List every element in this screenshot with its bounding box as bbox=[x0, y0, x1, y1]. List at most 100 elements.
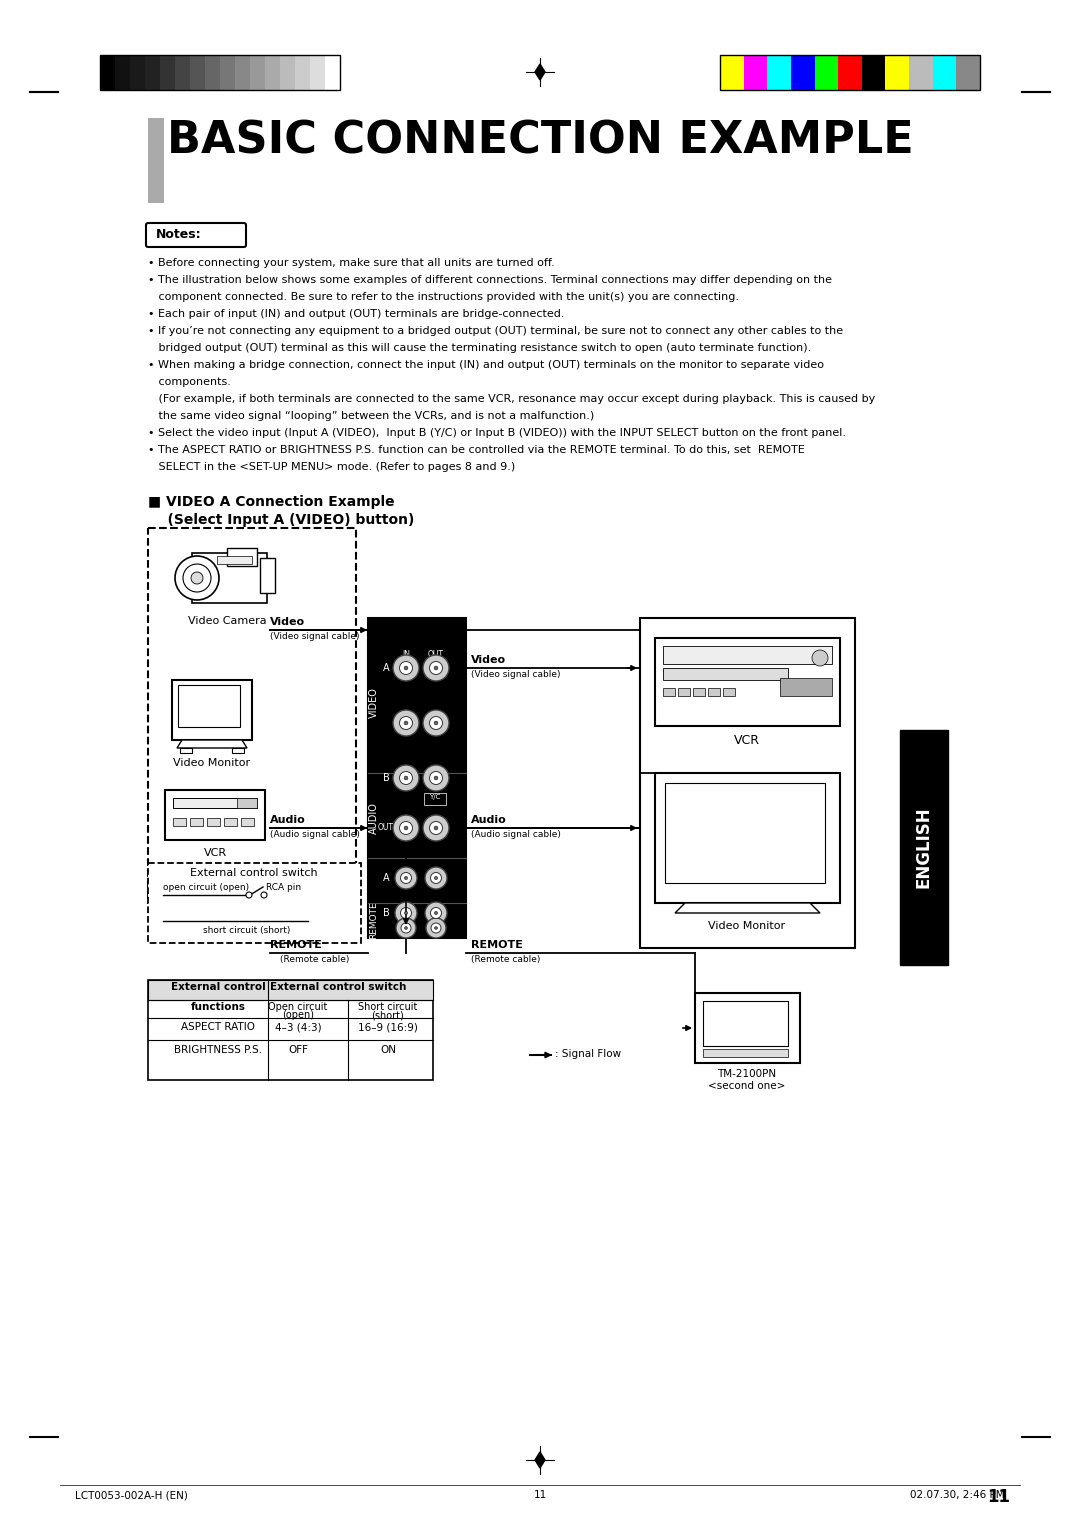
Circle shape bbox=[434, 667, 438, 670]
Circle shape bbox=[396, 917, 416, 937]
Circle shape bbox=[426, 867, 447, 888]
Text: 16–9 (16:9): 16–9 (16:9) bbox=[359, 1021, 418, 1032]
Circle shape bbox=[426, 902, 447, 924]
Text: Short circuit: Short circuit bbox=[359, 1001, 418, 1012]
Bar bbox=[933, 55, 957, 90]
Text: : Signal Flow: : Signal Flow bbox=[555, 1049, 621, 1060]
Bar bbox=[207, 818, 220, 826]
Bar bbox=[723, 688, 735, 696]
Bar bbox=[249, 55, 265, 90]
Text: REMOTE: REMOTE bbox=[369, 901, 378, 939]
Circle shape bbox=[434, 777, 438, 780]
Text: External control switch: External control switch bbox=[270, 982, 406, 992]
Circle shape bbox=[400, 717, 413, 729]
Circle shape bbox=[404, 876, 407, 879]
Text: Audio: Audio bbox=[270, 815, 306, 826]
Bar bbox=[295, 55, 310, 90]
Text: • If you’re not connecting any equipment to a bridged output (OUT) terminal, be : • If you’re not connecting any equipment… bbox=[148, 326, 843, 336]
Bar bbox=[909, 55, 933, 90]
Text: 02.07.30, 2:46 PM: 02.07.30, 2:46 PM bbox=[910, 1489, 1005, 1500]
Text: External control switch: External control switch bbox=[190, 868, 318, 878]
Bar bbox=[708, 688, 720, 696]
Circle shape bbox=[404, 777, 408, 780]
Bar bbox=[175, 55, 190, 90]
Bar bbox=[696, 992, 800, 1063]
Text: 11: 11 bbox=[534, 1489, 546, 1500]
Circle shape bbox=[430, 821, 443, 835]
Bar bbox=[148, 980, 433, 1079]
Bar bbox=[178, 685, 240, 726]
Circle shape bbox=[426, 917, 446, 937]
Bar bbox=[744, 55, 767, 90]
Bar bbox=[862, 55, 886, 90]
Text: B: B bbox=[382, 908, 390, 917]
Bar bbox=[160, 55, 175, 90]
Circle shape bbox=[431, 908, 442, 919]
Circle shape bbox=[812, 650, 828, 667]
Text: the same video signal “looping” between the VCRs, and is not a malfunction.): the same video signal “looping” between … bbox=[148, 411, 594, 420]
Polygon shape bbox=[535, 1453, 545, 1468]
Text: Video Camera: Video Camera bbox=[188, 616, 267, 625]
Circle shape bbox=[401, 873, 411, 884]
Bar bbox=[220, 55, 235, 90]
Text: • Before connecting your system, make sure that all units are turned off.: • Before connecting your system, make su… bbox=[148, 258, 555, 268]
Text: component connected. Be sure to refer to the instructions provided with the unit: component connected. Be sure to refer to… bbox=[148, 292, 739, 303]
Text: OFF: OFF bbox=[288, 1044, 308, 1055]
Text: (short): (short) bbox=[372, 1011, 404, 1020]
Bar bbox=[886, 55, 909, 90]
Circle shape bbox=[405, 927, 407, 930]
Bar bbox=[173, 798, 257, 807]
Bar bbox=[148, 862, 361, 943]
Bar bbox=[654, 774, 840, 904]
Polygon shape bbox=[177, 740, 247, 748]
Bar bbox=[720, 55, 980, 90]
Bar bbox=[130, 55, 145, 90]
Bar bbox=[280, 55, 295, 90]
Bar bbox=[663, 688, 675, 696]
Bar bbox=[265, 55, 280, 90]
Bar bbox=[640, 618, 855, 948]
Text: REMOTE: REMOTE bbox=[471, 940, 523, 950]
Text: B: B bbox=[382, 774, 390, 783]
Text: Video Monitor: Video Monitor bbox=[174, 758, 251, 768]
Bar bbox=[678, 688, 690, 696]
Bar bbox=[791, 55, 814, 90]
Text: (Audio signal cable): (Audio signal cable) bbox=[471, 830, 561, 839]
Bar bbox=[665, 783, 825, 884]
Text: • Each pair of input (IN) and output (OUT) terminals are bridge-connected.: • Each pair of input (IN) and output (OU… bbox=[148, 309, 565, 320]
Circle shape bbox=[434, 722, 438, 725]
Circle shape bbox=[434, 911, 437, 914]
Text: LCT0053-002A-H (EN): LCT0053-002A-H (EN) bbox=[75, 1489, 188, 1500]
Bar bbox=[237, 798, 257, 807]
Circle shape bbox=[404, 722, 408, 725]
Text: OUT: OUT bbox=[378, 824, 394, 832]
Bar bbox=[227, 547, 257, 566]
Text: • Select the video input (Input A (VIDEO),  Input B (Y/C) or Input B (VIDEO)) wi: • Select the video input (Input A (VIDEO… bbox=[148, 428, 846, 437]
Bar bbox=[424, 794, 446, 804]
Circle shape bbox=[434, 927, 437, 930]
Bar bbox=[767, 55, 791, 90]
Text: BASIC CONNECTION EXAMPLE: BASIC CONNECTION EXAMPLE bbox=[167, 119, 914, 164]
Circle shape bbox=[423, 709, 449, 735]
Bar bbox=[148, 118, 164, 203]
Bar bbox=[310, 55, 325, 90]
Bar bbox=[148, 980, 433, 1000]
Bar bbox=[148, 528, 356, 904]
Circle shape bbox=[423, 654, 449, 680]
Text: TM-2100PN: TM-2100PN bbox=[717, 1069, 777, 1079]
Text: REMOTE: REMOTE bbox=[270, 940, 322, 950]
Bar bbox=[900, 729, 948, 965]
Bar bbox=[663, 645, 832, 664]
Bar bbox=[190, 55, 205, 90]
Text: OUT: OUT bbox=[428, 650, 444, 659]
Bar bbox=[703, 1001, 788, 1046]
Bar bbox=[165, 790, 265, 839]
Circle shape bbox=[393, 654, 419, 680]
Text: Notes:: Notes: bbox=[156, 228, 202, 242]
Polygon shape bbox=[675, 904, 820, 913]
Circle shape bbox=[431, 924, 441, 933]
Circle shape bbox=[401, 924, 411, 933]
Text: (Audio signal cable): (Audio signal cable) bbox=[270, 830, 360, 839]
Circle shape bbox=[175, 557, 219, 599]
Text: ON: ON bbox=[380, 1044, 396, 1055]
